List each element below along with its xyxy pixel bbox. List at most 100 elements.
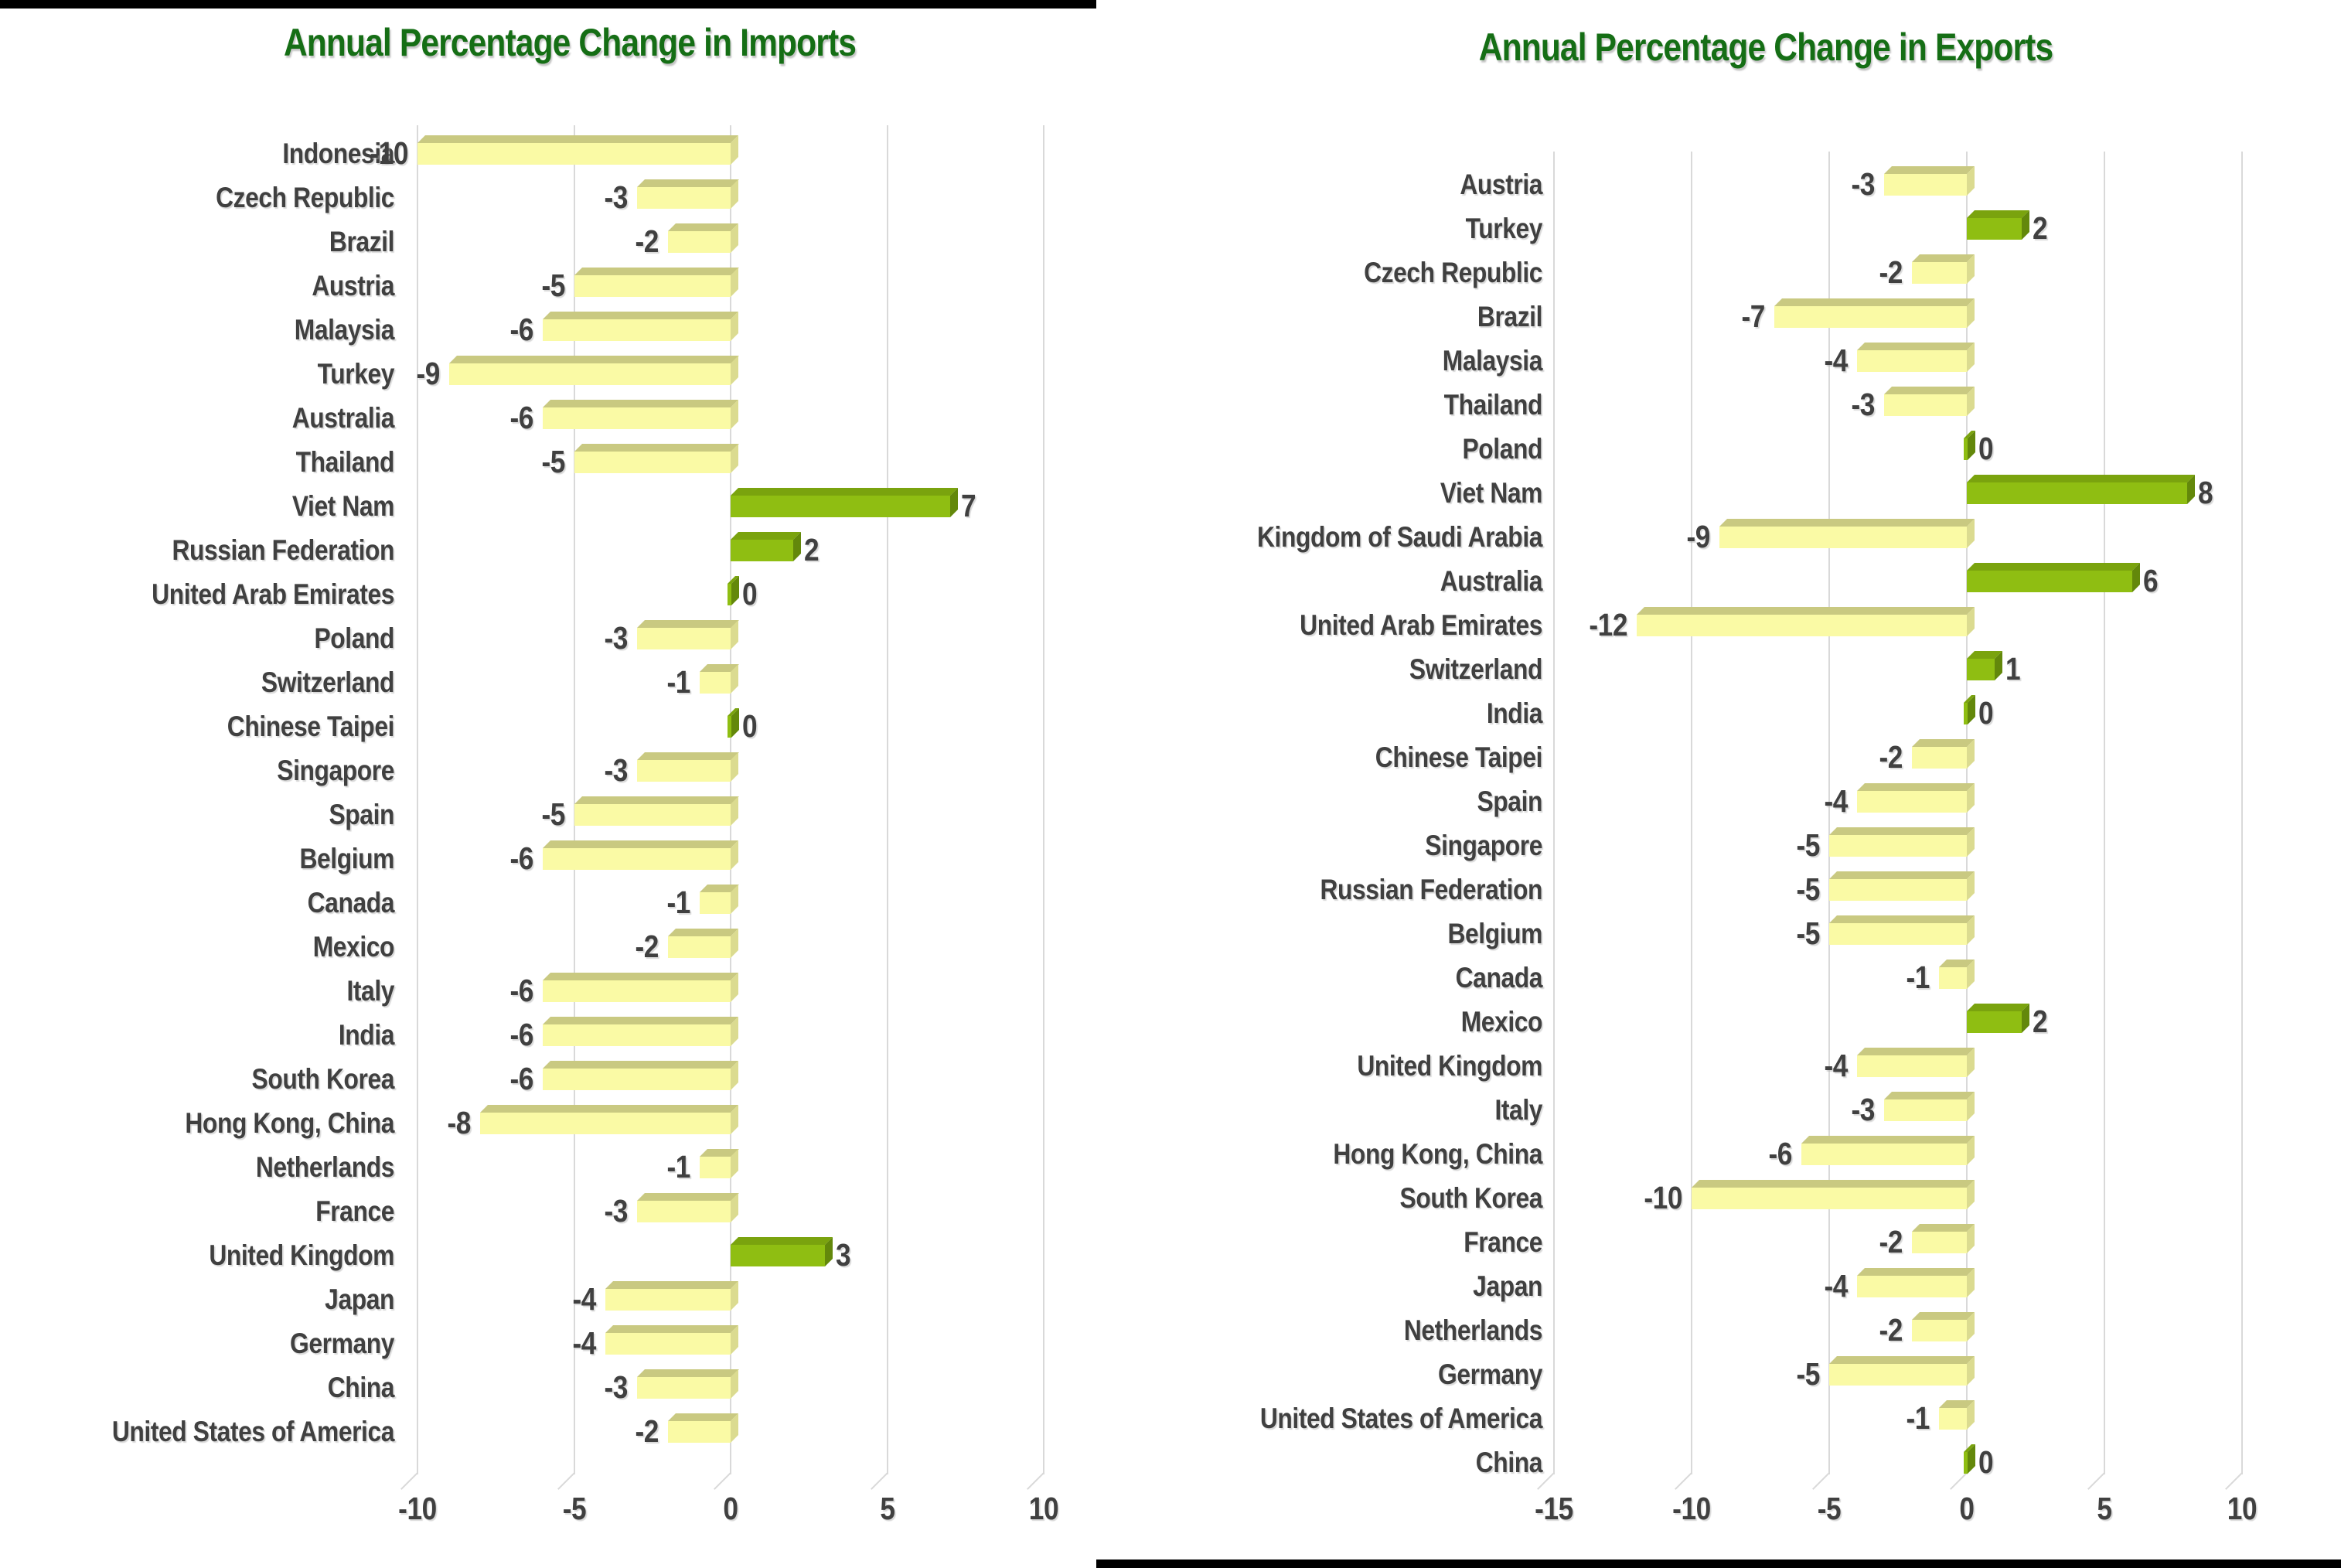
category-label: Italy xyxy=(1494,1094,1542,1126)
x-axis-tick-label: -5 xyxy=(562,1491,586,1526)
value-label: 1 xyxy=(2005,651,2021,687)
value-label: 0 xyxy=(1978,695,1994,731)
value-label: -3 xyxy=(1851,166,1876,202)
value-label: -12 xyxy=(1589,607,1627,643)
value-label: -3 xyxy=(603,1193,628,1229)
bar xyxy=(728,583,731,605)
category-label: Viet Nam xyxy=(1440,477,1543,509)
x-axis-tick-label: 5 xyxy=(2097,1491,2112,1526)
category-label: Netherlands xyxy=(1403,1314,1543,1346)
value-label: -6 xyxy=(509,1017,533,1052)
bar xyxy=(1967,217,2022,240)
category-label: China xyxy=(327,1372,395,1403)
x-axis-tick-label: 0 xyxy=(723,1491,738,1526)
category-label: Indonesia xyxy=(282,138,394,169)
bar xyxy=(543,1024,731,1046)
category-label: Switzerland xyxy=(261,666,395,698)
value-label: -5 xyxy=(540,796,565,832)
x-axis-tick-label: -15 xyxy=(1535,1491,1573,1526)
bar xyxy=(668,936,731,958)
category-label: France xyxy=(1464,1226,1542,1258)
bar xyxy=(448,363,731,385)
value-label: -3 xyxy=(603,179,628,215)
bar xyxy=(1967,482,2187,504)
value-label: -6 xyxy=(1768,1136,1793,1171)
value-label: -6 xyxy=(509,400,533,435)
bar xyxy=(1964,438,1968,460)
value-label: -4 xyxy=(572,1325,596,1361)
bar xyxy=(1636,614,1967,636)
value-label: -6 xyxy=(509,1061,533,1096)
value-label: -2 xyxy=(1879,1224,1903,1260)
x-axis-tick-label: 5 xyxy=(879,1491,895,1526)
category-label: India xyxy=(338,1019,395,1051)
bar xyxy=(699,671,731,694)
bar xyxy=(1692,1187,1967,1209)
bar xyxy=(731,1244,825,1266)
category-label: Italy xyxy=(346,975,394,1007)
category-label: Japan xyxy=(325,1283,394,1315)
value-label: -9 xyxy=(415,356,440,391)
bar xyxy=(543,847,731,870)
category-label: Poland xyxy=(314,622,395,654)
value-label: -3 xyxy=(1851,387,1876,422)
category-label: United Kingdom xyxy=(1357,1050,1542,1082)
gridline-floor-tick xyxy=(2225,1472,2243,1490)
category-label: Russian Federation xyxy=(1320,874,1542,905)
bar xyxy=(543,319,731,341)
bar xyxy=(543,407,731,429)
category-label: South Korea xyxy=(1399,1182,1543,1214)
value-label: 0 xyxy=(1978,1444,1994,1480)
value-label: -1 xyxy=(1906,960,1930,995)
category-label: Spain xyxy=(329,799,395,830)
bar xyxy=(1911,261,1967,284)
category-label: Thailand xyxy=(295,446,395,478)
value-label: -2 xyxy=(1879,739,1903,775)
category-label: United Arab Emirates xyxy=(152,578,395,610)
bar xyxy=(574,274,731,297)
bar xyxy=(1856,1275,1967,1297)
category-label: Thailand xyxy=(1443,389,1543,421)
bar xyxy=(605,1288,731,1311)
bar xyxy=(1856,790,1967,813)
category-label: Brazil xyxy=(1477,301,1543,332)
category-label: Hong Kong, China xyxy=(1333,1138,1542,1170)
category-label: Germany xyxy=(1438,1358,1542,1390)
top-divider-line xyxy=(0,0,1096,9)
category-label: Belgium xyxy=(1447,918,1542,949)
value-label: -10 xyxy=(1644,1180,1682,1215)
value-label: -3 xyxy=(603,620,628,656)
x-axis-tick-label: -10 xyxy=(1672,1491,1711,1526)
category-label: Austria xyxy=(1460,169,1542,200)
bar xyxy=(417,142,731,165)
gridline xyxy=(886,125,888,1474)
value-label: -5 xyxy=(1796,915,1820,951)
category-label: Japan xyxy=(1473,1270,1542,1302)
category-label: Turkey xyxy=(317,358,395,390)
bar xyxy=(1939,966,1967,989)
bar xyxy=(1719,526,1967,548)
category-label: Chinese Taipei xyxy=(1375,741,1543,773)
value-label: -6 xyxy=(509,312,533,347)
bar xyxy=(543,1068,731,1090)
category-label: Canada xyxy=(307,887,395,919)
category-label: Chinese Taipei xyxy=(227,711,395,742)
value-label: -5 xyxy=(1796,1356,1820,1392)
value-label: -7 xyxy=(1741,298,1765,334)
bar xyxy=(1856,349,1967,372)
bar xyxy=(731,495,950,517)
value-label: -10 xyxy=(370,135,408,171)
bar xyxy=(1911,746,1967,769)
bar xyxy=(1884,173,1967,196)
bar xyxy=(1829,1363,1967,1386)
bar xyxy=(543,980,731,1002)
gridline xyxy=(417,125,418,1474)
category-label: Belgium xyxy=(299,843,394,874)
gridline-floor-tick xyxy=(1950,1472,1968,1490)
value-label: 0 xyxy=(1978,431,1994,466)
value-label: -4 xyxy=(1824,1048,1848,1083)
gridline xyxy=(573,125,575,1474)
bar xyxy=(1964,702,1968,724)
bottom-divider-line xyxy=(1096,1559,2341,1568)
